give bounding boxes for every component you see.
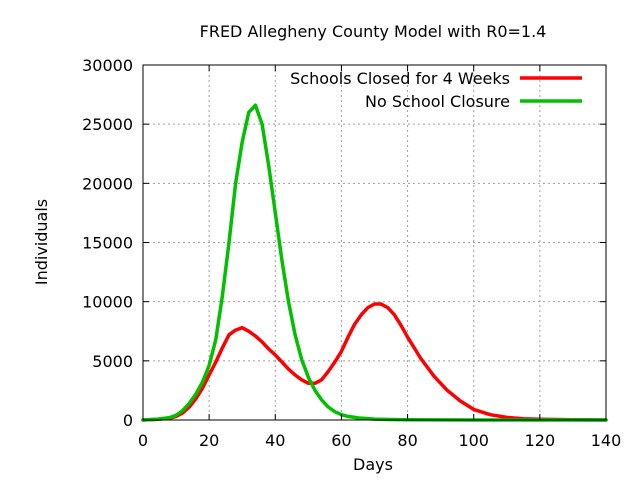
x-tick-label: 100 [458,431,489,450]
y-tick-label: 30000 [82,56,133,75]
x-tick-labels: 0 20 40 60 80 100 120 140 [138,431,621,450]
y-tick-label: 5000 [92,352,133,371]
x-tick-label: 0 [138,431,148,450]
x-tick-label: 120 [525,431,556,450]
grid-lines [143,65,606,420]
x-tick-label: 20 [199,431,219,450]
y-tick-label: 20000 [82,174,133,193]
y-tick-label: 10000 [82,293,133,312]
x-tick-label: 80 [397,431,417,450]
y-tick-label: 25000 [82,115,133,134]
x-tick-label: 140 [591,431,622,450]
chart-title: FRED Allegheny County Model with R0=1.4 [200,22,547,41]
x-tick-label: 40 [265,431,285,450]
y-tick-labels: 0 5000 10000 15000 20000 25000 30000 [82,56,133,430]
legend-label-2: No School Closure [365,92,510,111]
x-axis-label: Days [353,455,393,474]
y-tick-label: 15000 [82,234,133,253]
y-tick-label: 0 [123,411,133,430]
legend: Schools Closed for 4 Weeks No School Clos… [290,69,582,111]
series-lines [141,103,608,422]
axis-ticks [142,64,607,421]
series-line-1 [141,302,608,422]
x-tick-label: 60 [331,431,351,450]
legend-label-1: Schools Closed for 4 Weeks [290,69,510,88]
series-line-2 [141,103,608,422]
y-axis-label: Individuals [32,199,51,285]
